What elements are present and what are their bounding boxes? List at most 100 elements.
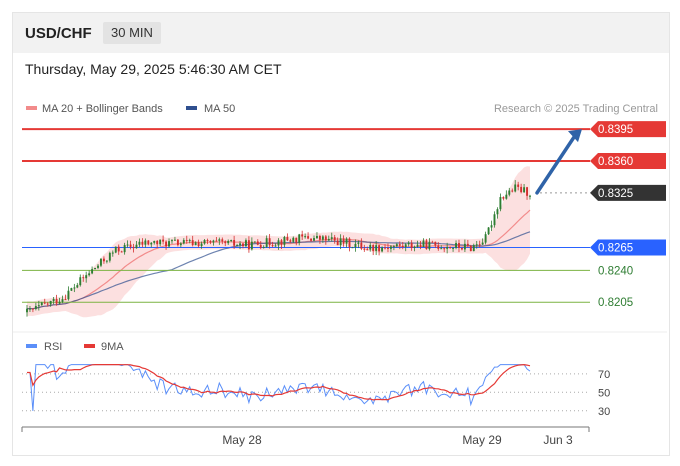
candle (129, 240, 132, 250)
candle (105, 260, 108, 264)
candle (360, 238, 363, 251)
candle (85, 271, 88, 283)
candle-body (493, 214, 496, 226)
candle-body (73, 287, 76, 289)
candle (410, 240, 413, 251)
candle (475, 240, 478, 249)
candle (262, 245, 265, 249)
candle (529, 194, 531, 200)
ma50-legend-label: MA 50 (204, 103, 235, 115)
candle-body (256, 241, 259, 245)
candle-body (194, 242, 197, 246)
candle (499, 193, 502, 212)
candle (478, 240, 481, 248)
candle-body (395, 244, 398, 247)
candle-body (233, 240, 236, 246)
candle (100, 258, 102, 268)
candle (345, 237, 348, 248)
candle (191, 235, 194, 247)
candle-body (490, 225, 493, 228)
candle-body (70, 288, 73, 291)
timeframe-button[interactable]: 30 MIN (103, 22, 161, 44)
candle-body (431, 241, 434, 243)
candle-body (138, 241, 141, 245)
candle-body (49, 300, 52, 305)
rsi-ma-line (27, 363, 531, 401)
candle-body (218, 239, 221, 241)
candle (40, 301, 43, 306)
candle-body (301, 234, 304, 237)
candle (369, 242, 372, 252)
candle (221, 237, 224, 245)
candle (52, 296, 55, 305)
candle (153, 240, 156, 245)
candle (274, 243, 277, 247)
candle-body (108, 252, 111, 261)
candle-body (384, 247, 386, 249)
level-tag-0.8265 (590, 239, 666, 256)
candle (339, 234, 342, 250)
candle (102, 256, 105, 264)
candle (446, 242, 449, 254)
candle-body (141, 241, 144, 245)
candle (203, 239, 206, 245)
candle (144, 238, 147, 248)
candle (307, 232, 310, 240)
candle-body (97, 265, 99, 268)
candle-body (64, 299, 67, 301)
candle (295, 237, 298, 246)
candle (342, 235, 345, 247)
candle-body (357, 242, 360, 244)
candle-body (179, 243, 182, 246)
candle-body (333, 237, 336, 241)
candle (55, 294, 58, 306)
candle (26, 305, 28, 317)
candle (428, 238, 431, 251)
candle-body (283, 236, 286, 245)
datetime-label: Thursday, May 29, 2025 5:46:30 AM CET (25, 61, 282, 77)
candle-body (31, 308, 34, 310)
candle (437, 242, 440, 251)
candle-body (79, 277, 82, 286)
candle-body (407, 242, 410, 245)
candle-body (354, 243, 357, 248)
candle (244, 238, 247, 248)
candle (440, 245, 443, 250)
candle-body (469, 245, 472, 252)
candle (431, 240, 434, 243)
candle (230, 239, 233, 243)
candle-body (173, 239, 176, 241)
level-tag-0.8325 (590, 184, 666, 201)
candle-body (37, 305, 40, 307)
rsi-tick-30: 30 (598, 406, 610, 418)
candle (126, 240, 129, 248)
candle-body (425, 240, 428, 250)
candle (97, 263, 99, 270)
level-tag-0.8395 (590, 121, 666, 138)
candle-body (253, 241, 256, 243)
candle-body (242, 243, 244, 247)
level-label-0.8265: 0.8265 (598, 243, 633, 255)
candle-body (295, 237, 298, 243)
candle (425, 238, 428, 250)
candle (404, 243, 407, 252)
candle-body (221, 239, 224, 242)
candle-body (496, 209, 499, 215)
x-tick-may28: May 28 (222, 433, 262, 447)
candle-body (67, 290, 70, 300)
candle-body (378, 245, 381, 252)
candle (333, 234, 336, 244)
price-levels (22, 128, 590, 303)
rsi-ma-legend-swatch (84, 344, 95, 348)
candle-body (404, 244, 407, 248)
candle-body (508, 190, 511, 195)
candle (469, 244, 472, 252)
candle (182, 238, 185, 245)
candle (443, 247, 446, 253)
candle-body (114, 246, 117, 253)
candle-body (481, 242, 484, 245)
candle (484, 231, 487, 245)
candle-body (200, 243, 203, 247)
candle (135, 241, 138, 249)
candle-body (452, 247, 455, 249)
